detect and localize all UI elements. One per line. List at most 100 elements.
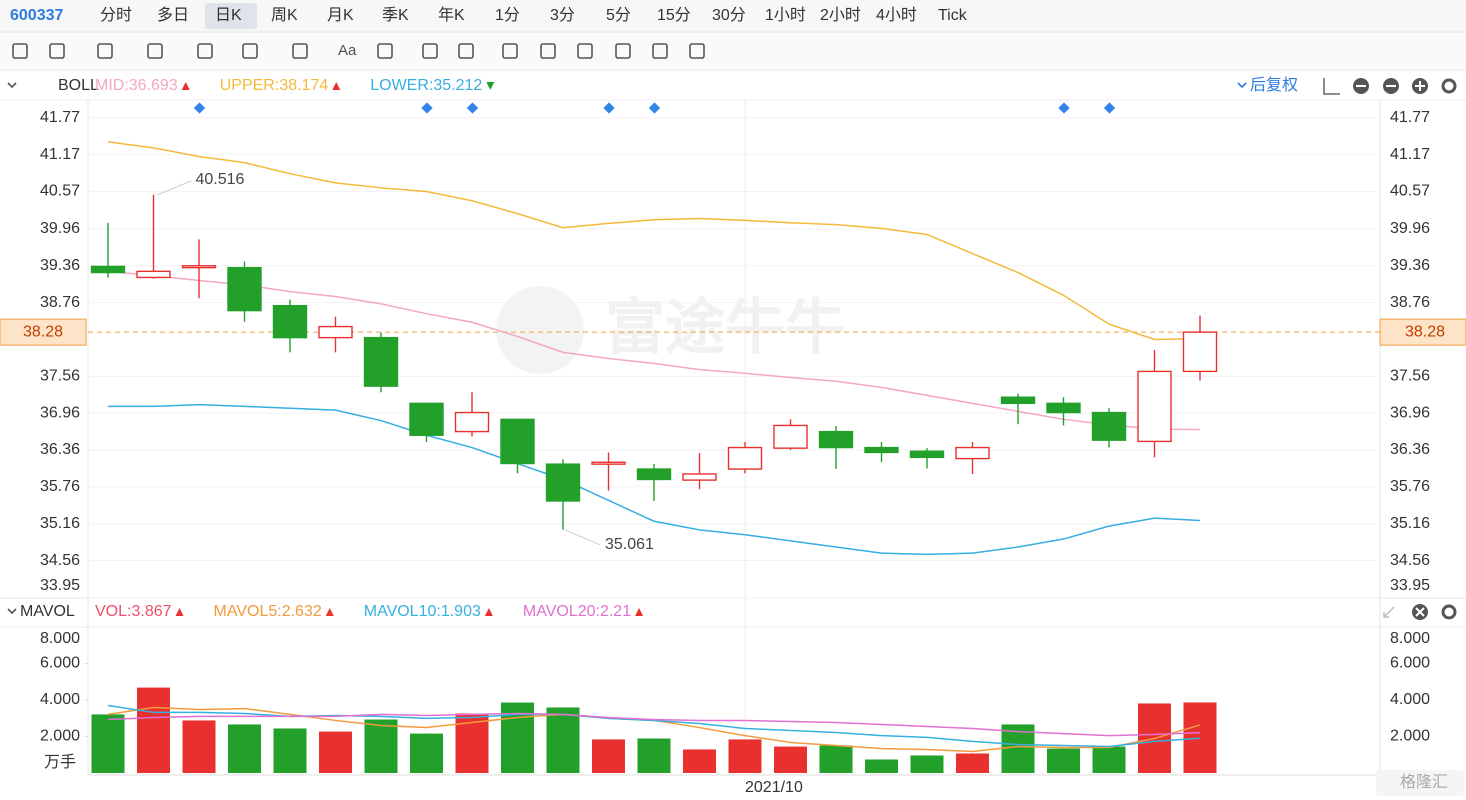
candle-body — [454, 411, 490, 433]
legend-sep: : — [429, 77, 433, 94]
legend-arrow — [484, 608, 493, 616]
legend-sep: : — [596, 603, 600, 620]
legend-sep: : — [124, 77, 128, 94]
y-tick-label: 2.000 — [40, 728, 80, 745]
last-price-box — [1379, 318, 1466, 346]
tool-icon[interactable] — [292, 43, 308, 59]
tool-icon[interactable] — [147, 43, 163, 59]
candle-body — [409, 402, 444, 436]
legend-value: 1.903 — [441, 603, 481, 620]
tab[interactable]: 多日 — [157, 6, 189, 24]
legend-name: LOWER — [370, 77, 429, 94]
source-box — [1376, 770, 1464, 796]
adjust-button[interactable]: 后复权 — [1250, 76, 1298, 94]
legend-entry: LOWER:35.212 — [370, 77, 482, 94]
chevron[interactable] — [7, 608, 17, 615]
legend-entry: MAVOL10:1.903 — [364, 603, 481, 620]
tool-icon[interactable] — [577, 43, 593, 59]
volume-bar — [1183, 702, 1217, 773]
candle-body — [227, 266, 262, 312]
y-tick-label: 6.000 — [40, 655, 80, 672]
tab[interactable]: 周K — [271, 7, 298, 24]
chevron[interactable] — [1237, 82, 1247, 89]
y-tick-label: 6.000 — [1390, 655, 1430, 672]
tool-icon[interactable] — [49, 43, 65, 59]
tool-icon[interactable] — [615, 43, 631, 59]
y-tick-label: 41.17 — [1390, 146, 1430, 163]
tool-icon[interactable] — [540, 43, 556, 59]
event-marker[interactable] — [603, 102, 615, 114]
chevron[interactable] — [7, 82, 17, 89]
tab[interactable]: 月K — [327, 7, 354, 24]
y-tick-label: 34.56 — [40, 552, 80, 569]
legend-name: MID — [95, 77, 124, 94]
tab[interactable]: 5分 — [606, 6, 631, 24]
y-tick-label: 41.77 — [40, 109, 80, 126]
y-tick-label: 4.000 — [40, 691, 80, 708]
expand-icon[interactable] — [1383, 606, 1395, 618]
y-tick-label: 36.96 — [1390, 404, 1430, 421]
event-marker[interactable] — [421, 102, 433, 114]
tab[interactable]: 分时 — [100, 6, 132, 24]
volume-bar — [910, 755, 944, 773]
tool-icon[interactable] — [652, 43, 668, 59]
volume-bar — [182, 720, 216, 773]
tab[interactable]: 30分 — [712, 6, 746, 24]
tool-icon[interactable] — [97, 43, 113, 59]
xy-icon[interactable] — [1323, 78, 1340, 95]
event-marker[interactable] — [1058, 102, 1070, 114]
candle-body — [818, 430, 854, 449]
y-tick-label: 39.36 — [40, 257, 80, 274]
y-tick-label: 2.000 — [1390, 728, 1430, 745]
y-tick-label: 38.76 — [40, 294, 80, 311]
tab[interactable]: 3分 — [550, 6, 575, 24]
volume-bar — [956, 753, 989, 773]
tab[interactable]: 2小时 — [820, 6, 861, 24]
event-marker[interactable] — [648, 102, 661, 114]
legend-sep: : — [275, 77, 279, 94]
candle-body — [181, 265, 217, 269]
y-tick-label: 33.95 — [40, 577, 80, 594]
unit-label: 万手 — [44, 753, 76, 771]
legend-value: 3.867 — [131, 603, 171, 620]
annotation-leader — [157, 180, 192, 196]
volume-bar — [1092, 746, 1126, 773]
tab[interactable]: 季K — [382, 6, 409, 24]
tool-icon-text[interactable]: Aa — [338, 42, 357, 59]
tab[interactable]: 4小时 — [876, 6, 917, 24]
y-tick-label: 34.56 — [1390, 552, 1430, 569]
legend-arrow — [325, 608, 334, 616]
tool-icon[interactable] — [458, 43, 474, 59]
settings-icon[interactable] — [1441, 604, 1457, 620]
candle-body — [682, 473, 717, 481]
y-tick-label: 35.16 — [40, 515, 80, 532]
tool-icon[interactable] — [502, 43, 518, 59]
tool-icon[interactable] — [12, 43, 28, 59]
event-marker[interactable] — [1103, 102, 1116, 114]
tab[interactable]: 年K — [438, 6, 465, 24]
y-tick-label: 8.000 — [40, 630, 80, 647]
legend-arrow — [635, 608, 644, 616]
tool-icon[interactable] — [242, 43, 258, 59]
tool-icon[interactable] — [689, 43, 705, 59]
settings-icon[interactable] — [1441, 78, 1457, 94]
annotation: 35.061 — [605, 536, 654, 553]
tab[interactable]: 日K — [215, 7, 242, 24]
tab[interactable]: Tick — [938, 7, 968, 24]
tool-icon[interactable] — [197, 43, 213, 59]
tool-icon[interactable] — [377, 43, 393, 59]
tab[interactable]: 1分 — [495, 6, 520, 24]
candle-body — [1046, 402, 1081, 414]
volume-bar — [91, 714, 125, 773]
candle-body — [1000, 396, 1036, 405]
event-marker[interactable] — [466, 102, 479, 114]
tab[interactable]: 15分 — [657, 6, 691, 24]
tab[interactable]: 1小时 — [765, 6, 806, 24]
y-tick-label: 39.36 — [1390, 257, 1430, 274]
tool-icon[interactable] — [422, 43, 438, 59]
candle-body — [636, 468, 672, 481]
y-tick-label: 35.76 — [40, 478, 80, 495]
watermark: 富途牛牛 — [496, 286, 845, 374]
event-marker[interactable] — [193, 102, 206, 114]
legend-value: 36.693 — [129, 77, 178, 94]
